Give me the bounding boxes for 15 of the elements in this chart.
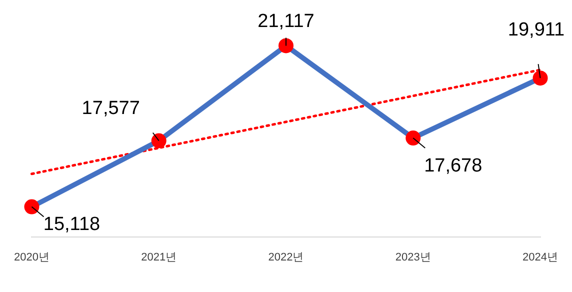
data-label: 15,118 bbox=[43, 214, 100, 236]
x-tick-label: 2023년 bbox=[395, 251, 431, 264]
x-tick-label: 2020년 bbox=[14, 251, 50, 264]
data-label: 19,911 bbox=[508, 19, 565, 40]
data-label: 17,577 bbox=[82, 98, 140, 119]
data-label: 17,678 bbox=[424, 155, 482, 176]
point bbox=[24, 199, 40, 214]
x-tick-label: 2021년 bbox=[141, 251, 177, 264]
point bbox=[278, 38, 294, 54]
x-tick-label: 2024년 bbox=[522, 251, 558, 264]
data-label: 21,117 bbox=[258, 10, 314, 32]
point bbox=[406, 130, 421, 146]
point bbox=[151, 133, 166, 148]
x-tick-label: 2022년 bbox=[268, 251, 304, 264]
point bbox=[532, 70, 548, 86]
